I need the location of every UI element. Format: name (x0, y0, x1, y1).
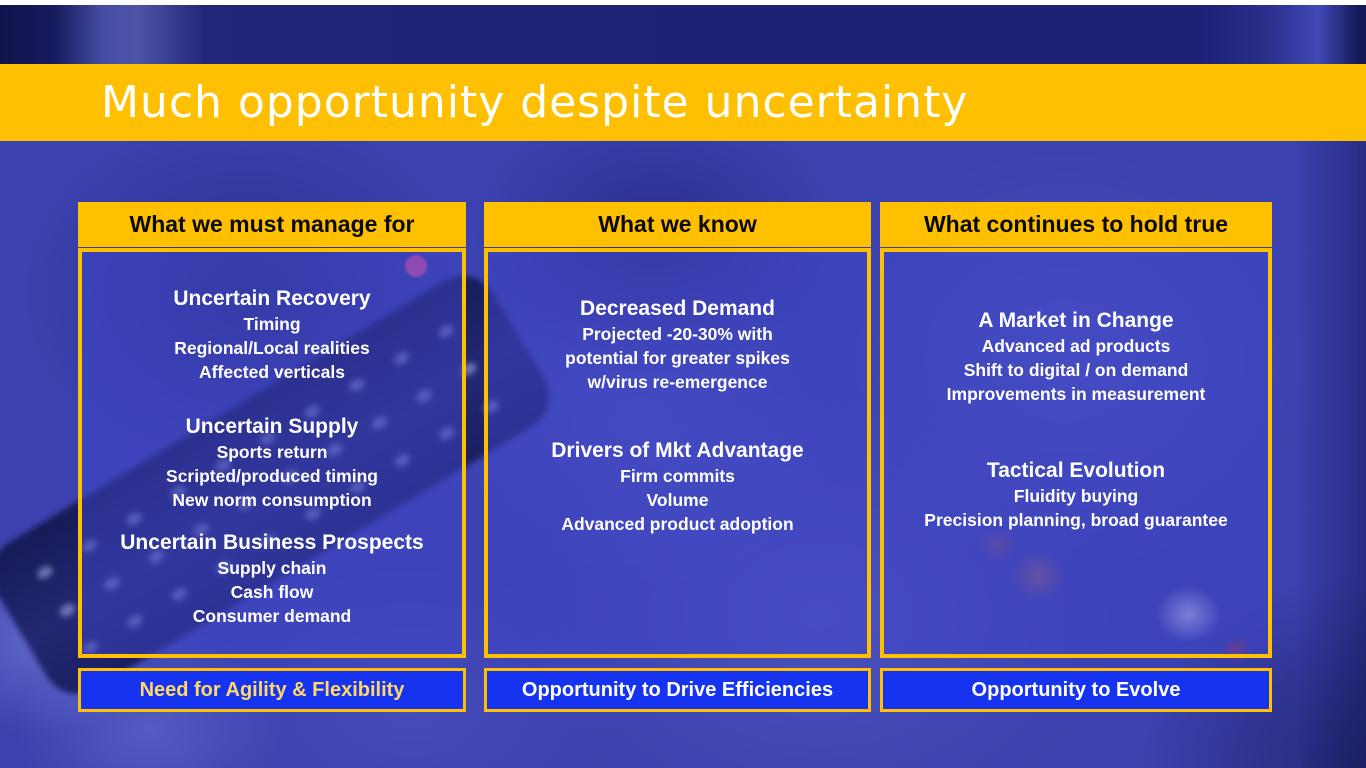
section-line: potential for greater spikes (565, 348, 790, 368)
section-line: Firm commits (620, 466, 735, 486)
section-heading: Uncertain Business Prospects (120, 531, 424, 554)
column-body: Decreased Demand Projected -20-30% with … (484, 248, 871, 658)
section-uncertain-business-prospects: Uncertain Business Prospects Supply chai… (82, 530, 462, 628)
section-uncertain-recovery: Uncertain Recovery Timing Regional/Local… (82, 286, 462, 384)
column-header: What we know (484, 202, 871, 247)
section-line: Projected -20-30% with (582, 324, 773, 344)
section-line: Supply chain (217, 558, 327, 578)
column-header-label: What we must manage for (129, 211, 415, 237)
column-body: Uncertain Recovery Timing Regional/Local… (78, 248, 466, 658)
section-heading: Uncertain Recovery (173, 287, 371, 310)
column-header: What continues to hold true (880, 202, 1272, 247)
column-footer-label: Opportunity to Evolve (971, 678, 1181, 701)
section-line: Timing (243, 314, 301, 334)
section-heading: Decreased Demand (580, 297, 775, 320)
section-decreased-demand: Decreased Demand Projected -20-30% with … (488, 296, 867, 394)
section-line: Precision planning, broad guarantee (924, 510, 1228, 530)
column-footer-label: Need for Agility & Flexibility (139, 678, 405, 701)
section-tactical-evolution: Tactical Evolution Fluidity buying Preci… (884, 458, 1268, 532)
column-manage-for: What we must manage for Uncertain Recove… (78, 202, 466, 712)
section-line: Scripted/produced timing (166, 466, 378, 486)
slide-title: Much opportunity despite uncertainty (101, 77, 969, 128)
section-line: w/virus re-emergence (587, 372, 768, 392)
column-header-label: What continues to hold true (923, 211, 1229, 237)
section-heading: Uncertain Supply (185, 415, 359, 438)
section-drivers-of-mkt-advantage: Drivers of Mkt Advantage Firm commits Vo… (488, 438, 867, 536)
column-footer: Need for Agility & Flexibility (78, 668, 466, 712)
section-heading: Tactical Evolution (986, 459, 1166, 482)
section-line: Cash flow (230, 582, 314, 602)
top-navy-band (0, 5, 1366, 64)
column-header: What we must manage for (78, 202, 466, 247)
column-footer: Opportunity to Drive Efficiencies (484, 668, 871, 712)
section-line: Volume (646, 490, 709, 510)
section-uncertain-supply: Uncertain Supply Sports return Scripted/… (82, 414, 462, 512)
section-line: Advanced product adoption (561, 514, 794, 534)
section-heading: A Market in Change (978, 309, 1174, 332)
column-body: A Market in Change Advanced ad products … (880, 248, 1272, 658)
section-market-in-change: A Market in Change Advanced ad products … (884, 308, 1268, 406)
section-line: Shift to digital / on demand (963, 360, 1189, 380)
section-line: Consumer demand (192, 606, 352, 626)
section-line: Improvements in measurement (946, 384, 1206, 404)
section-heading: Drivers of Mkt Advantage (551, 439, 804, 462)
section-line: New norm consumption (172, 490, 372, 510)
section-line: Sports return (216, 442, 328, 462)
column-footer-label: Opportunity to Drive Efficiencies (521, 678, 834, 701)
section-line: Advanced ad products (981, 336, 1171, 356)
column-hold-true: What continues to hold true A Market in … (880, 202, 1272, 712)
column-footer: Opportunity to Evolve (880, 668, 1272, 712)
section-line: Affected verticals (199, 362, 345, 382)
column-header-label: What we know (598, 211, 757, 237)
title-banner: Much opportunity despite uncertainty (0, 64, 1366, 141)
column-what-we-know: What we know Decreased Demand Projected … (484, 202, 871, 712)
top-white-strip (0, 0, 1366, 5)
section-line: Fluidity buying (1013, 486, 1139, 506)
section-line: Regional/Local realities (174, 338, 370, 358)
